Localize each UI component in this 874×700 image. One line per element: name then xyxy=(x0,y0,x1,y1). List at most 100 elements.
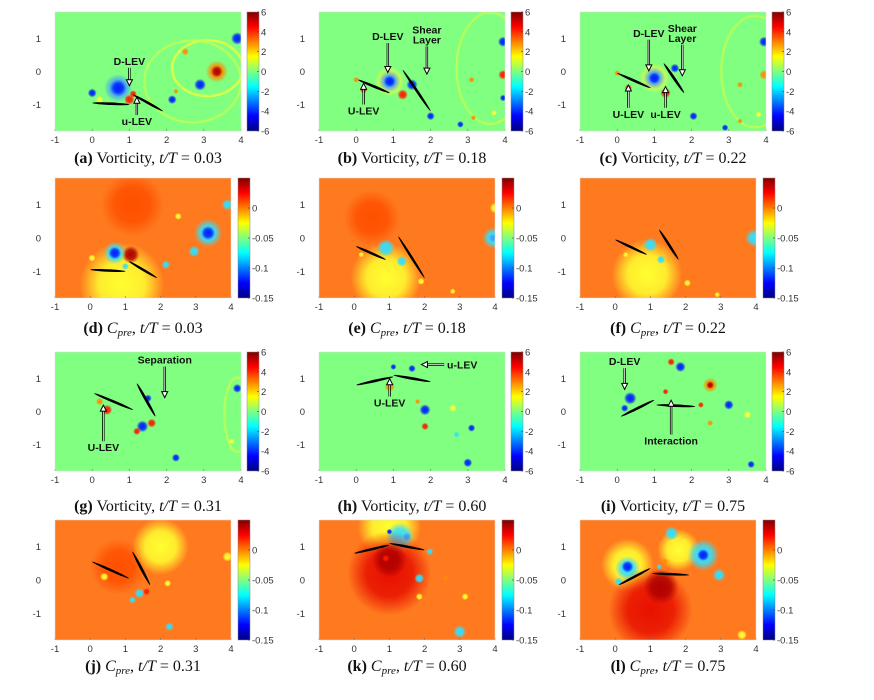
vortex-blob xyxy=(417,277,425,285)
airfoil-fore xyxy=(92,102,130,106)
colorbar-tick-label: -4 xyxy=(525,447,533,458)
plot-e: -1 0 1 2 3 4 1 0 -1 0 -0.05 -0.1 -0.15 xyxy=(297,177,538,313)
colorbar-tick-label: 2 xyxy=(525,47,530,58)
caption-quantity: C xyxy=(629,658,641,675)
colorbar-tick-label: -2 xyxy=(261,87,269,98)
caption-i: (i) Vorticity, t/T = 0.75 xyxy=(600,498,746,515)
x-tick-label: 3 xyxy=(201,475,206,486)
x-tick-label: 2 xyxy=(683,302,688,313)
y-tick-label: 0 xyxy=(300,576,305,587)
vortex-blob xyxy=(100,178,165,237)
x-tick-label: -1 xyxy=(51,475,59,486)
caption-quantity: Vorticity xyxy=(360,498,416,515)
y-tick-label: -1 xyxy=(33,100,41,111)
vortex-blob xyxy=(121,262,129,270)
y-tick-label: 1 xyxy=(36,374,41,385)
caption-time-variable: t/T xyxy=(663,320,681,337)
x-tick-label: -1 xyxy=(51,644,59,655)
colorbar-tick-label: 2 xyxy=(261,387,266,398)
arrow-head-icon xyxy=(420,360,428,369)
x-tick-label: 1 xyxy=(123,644,128,655)
annotation-label: Shear xyxy=(668,23,697,35)
y-tick-label: -1 xyxy=(33,440,41,451)
vortex-blob xyxy=(128,596,136,604)
caption-time-value: = 0.03 xyxy=(157,320,203,337)
vortex-blob xyxy=(697,549,710,561)
y-tick-label: 1 xyxy=(300,200,305,211)
x-tick-label: 2 xyxy=(158,644,163,655)
vortex-blob xyxy=(489,233,495,243)
airfoil-hind xyxy=(402,69,431,112)
caption-label: (k) xyxy=(347,658,367,675)
colorbar-tick-label: 0 xyxy=(261,67,266,78)
x-tick-label: 3 xyxy=(465,135,470,146)
vortex-blob xyxy=(461,593,469,601)
x-tick-label: 1 xyxy=(387,302,392,313)
airfoil-fore xyxy=(617,73,651,89)
airfoil-hind xyxy=(656,404,696,408)
caption-time-variable: t/T xyxy=(423,498,442,515)
vortex-blob xyxy=(697,401,704,408)
vortex-blob xyxy=(174,212,182,220)
x-tick-label: 1 xyxy=(127,135,132,146)
vortex-blob xyxy=(721,124,729,131)
colorbar-tick-label: 0 xyxy=(252,546,257,557)
vortex-blob xyxy=(683,279,691,287)
y-tick-label: 0 xyxy=(561,67,566,78)
colorbar-tick-label: 0 xyxy=(516,204,521,215)
x-tick-label: 0 xyxy=(90,135,95,146)
caption-label: (h) xyxy=(337,498,358,515)
colorbar-tick-label: 2 xyxy=(261,47,266,58)
shear-layer-trace xyxy=(143,39,241,124)
vortex-blob xyxy=(228,438,235,445)
vortex-blob xyxy=(643,237,658,252)
x-tick-label: 0 xyxy=(352,644,357,655)
x-tick-label: 1 xyxy=(652,475,657,486)
colorbar-tick-label: -4 xyxy=(786,107,794,118)
annotation-label: u-LEV xyxy=(122,116,152,128)
x-tick-label: 1 xyxy=(387,644,392,655)
caption-b: (b) Vorticity, t/T = 0.18 xyxy=(337,150,487,167)
x-tick-label: 2 xyxy=(689,135,694,146)
vortex-blob xyxy=(222,551,231,562)
x-tick-label: 3 xyxy=(457,644,462,655)
caption-quantity-subscript: pre xyxy=(640,327,656,339)
x-tick-label: 4 xyxy=(228,302,233,313)
annotation-label: U-LEV xyxy=(374,398,406,410)
vortex-blob xyxy=(714,291,721,298)
colorbar-tick-label: -0.05 xyxy=(252,234,274,245)
vortex-blob xyxy=(453,431,460,438)
x-tick-label: -1 xyxy=(315,135,323,146)
annotation-label: U-LEV xyxy=(613,109,645,121)
y-tick-label: 0 xyxy=(300,234,305,245)
y-tick-label: 0 xyxy=(36,576,41,587)
y-tick-label: -1 xyxy=(297,100,305,111)
vortex-blob xyxy=(648,72,661,85)
caption-label: (d) xyxy=(83,320,103,337)
y-tick-label: 1 xyxy=(300,34,305,45)
airfoil-fore xyxy=(618,568,651,586)
caption-quantity: C xyxy=(106,320,118,337)
caption-quantity: Vorticity xyxy=(620,150,676,167)
colorbar-tick-label: 6 xyxy=(261,348,266,359)
vortex-blob xyxy=(415,593,423,601)
vortex-blob xyxy=(421,422,429,431)
vortex-blob xyxy=(201,225,216,241)
vortex-blob xyxy=(747,460,755,469)
shear-layer-trace xyxy=(720,14,766,129)
shear-layer-trace xyxy=(223,376,241,454)
vortex-blob xyxy=(426,548,434,556)
x-tick-label: -1 xyxy=(576,302,584,313)
arrow-head-icon xyxy=(620,382,629,391)
colorbar-tick-label: 6 xyxy=(525,348,530,359)
vortex-blob xyxy=(171,453,180,462)
vortex-blob xyxy=(165,622,174,631)
caption-time-value: = 0.60 xyxy=(441,498,487,515)
caption-label: (e) xyxy=(348,320,366,337)
colorbar-tick-label: 4 xyxy=(261,367,266,378)
airfoil-fore xyxy=(356,376,394,386)
vortex-blob xyxy=(414,573,425,584)
x-tick-label: 1 xyxy=(123,302,128,313)
caption-label: (g) xyxy=(74,498,93,515)
x-tick-label: 1 xyxy=(648,302,653,313)
